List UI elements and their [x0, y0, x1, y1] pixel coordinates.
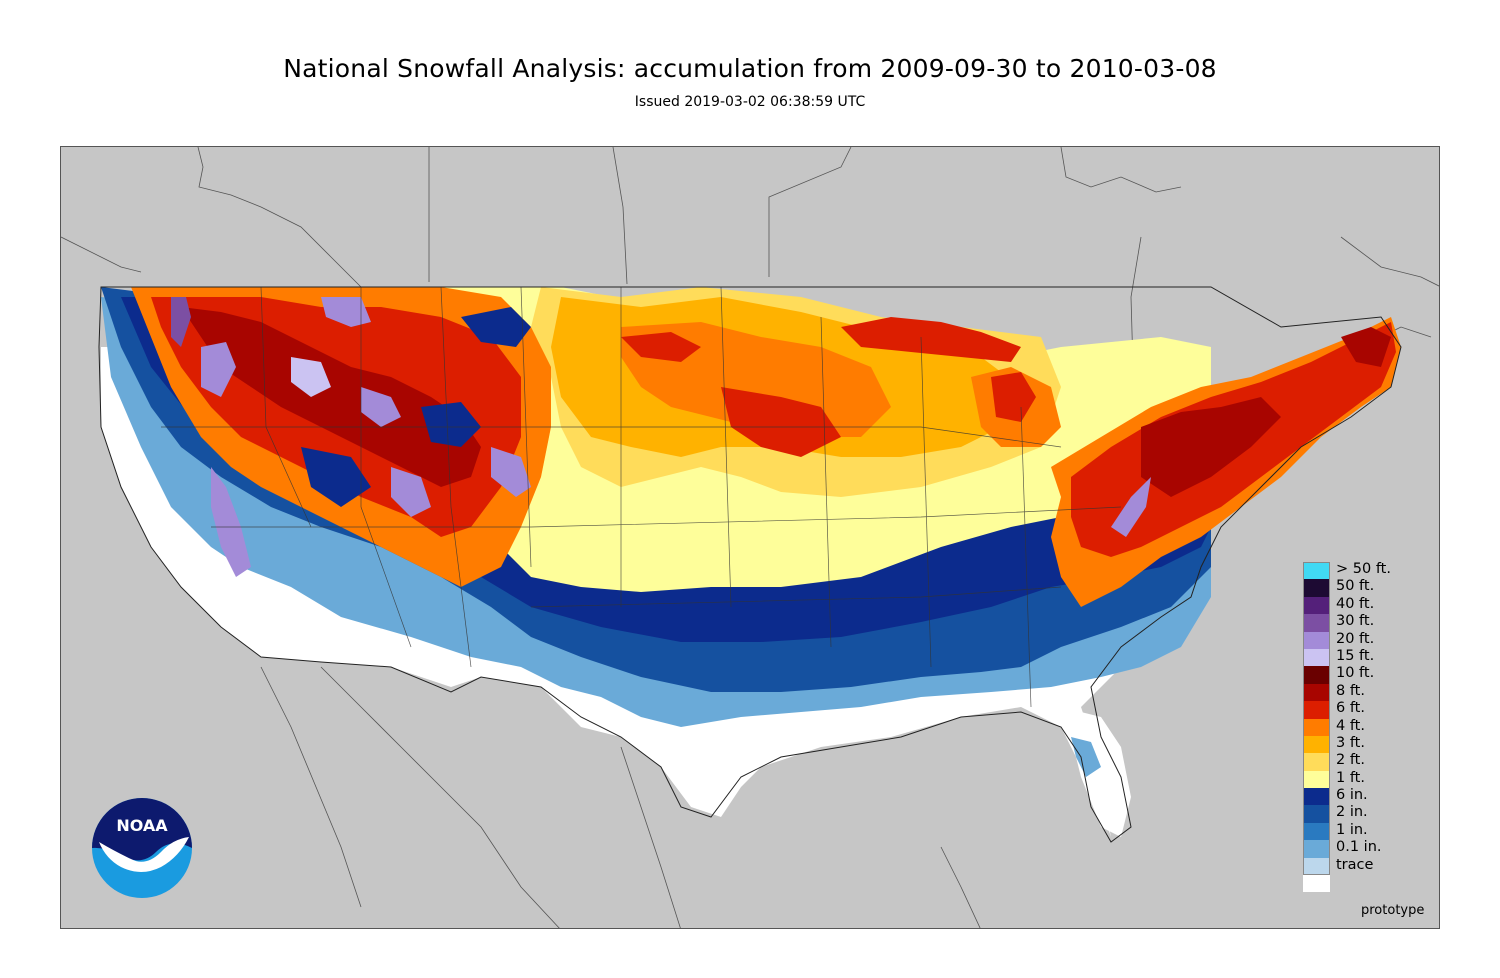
- legend-label: 1 ft.: [1336, 769, 1365, 786]
- outer-boundaries: [61, 147, 1439, 928]
- legend-swatch: [1303, 770, 1330, 789]
- noaa-logo-text: NOAA: [116, 816, 168, 835]
- legend-swatch: [1303, 579, 1330, 597]
- legend-label: 10 ft.: [1336, 665, 1375, 682]
- legend-label: 40 ft.: [1336, 595, 1375, 612]
- noaa-logo: NOAA: [92, 798, 192, 898]
- legend-swatch: [1303, 840, 1330, 858]
- legend-swatch: [1303, 822, 1330, 841]
- legend-label: 0.1 in.: [1336, 839, 1382, 856]
- legend-label: 3 ft.: [1336, 734, 1365, 751]
- legend-swatch: [1303, 805, 1330, 823]
- legend-label: 6 in.: [1336, 787, 1368, 804]
- legend-swatch: [1303, 735, 1330, 754]
- legend-swatch: [1303, 562, 1330, 580]
- legend-swatch: [1303, 718, 1330, 736]
- legend-label: 8 ft.: [1336, 682, 1365, 699]
- legend-swatch: [1303, 788, 1330, 806]
- us-coastline: [98, 286, 1402, 843]
- snowfall-map: > 50 ft. 50 ft. 40 ft. 30 ft. 20 ft. 15 ft. 10…: [60, 146, 1440, 929]
- legend-label: 30 ft.: [1336, 613, 1375, 630]
- legend-label: 2 in.: [1336, 804, 1368, 821]
- legend-swatch: [1303, 683, 1330, 702]
- legend-label: trace: [1336, 856, 1374, 873]
- legend-label: 50 ft.: [1336, 578, 1375, 595]
- legend-label: 6 ft.: [1336, 700, 1365, 717]
- legend-label: 2 ft.: [1336, 752, 1365, 769]
- issued-timestamp: Issued 2019-03-02 06:38:59 UTC: [634, 94, 866, 110]
- conus-snowfall: [101, 287, 1401, 837]
- legend-swatch: [1303, 596, 1330, 615]
- legend-swatch: [1303, 666, 1330, 684]
- legend-label: 20 ft.: [1336, 630, 1375, 647]
- legend-swatch: [1303, 857, 1330, 876]
- prototype-note: prototype: [1361, 903, 1425, 918]
- legend-label: 4 ft.: [1336, 717, 1365, 734]
- legend-swatch: [1303, 631, 1330, 649]
- map-canvas: [61, 147, 1439, 928]
- legend-swatch: [1303, 875, 1330, 893]
- legend-swatch: [1303, 614, 1330, 632]
- legend-swatch: [1303, 648, 1330, 667]
- map-title: National Snowfall Analysis: accumulation…: [283, 54, 1217, 83]
- legend-swatch: [1303, 701, 1330, 719]
- legend-swatch: [1303, 753, 1330, 771]
- legend-label: > 50 ft.: [1336, 561, 1391, 577]
- legend-label: 15 ft.: [1336, 647, 1375, 664]
- legend-label: 1 in.: [1336, 821, 1368, 838]
